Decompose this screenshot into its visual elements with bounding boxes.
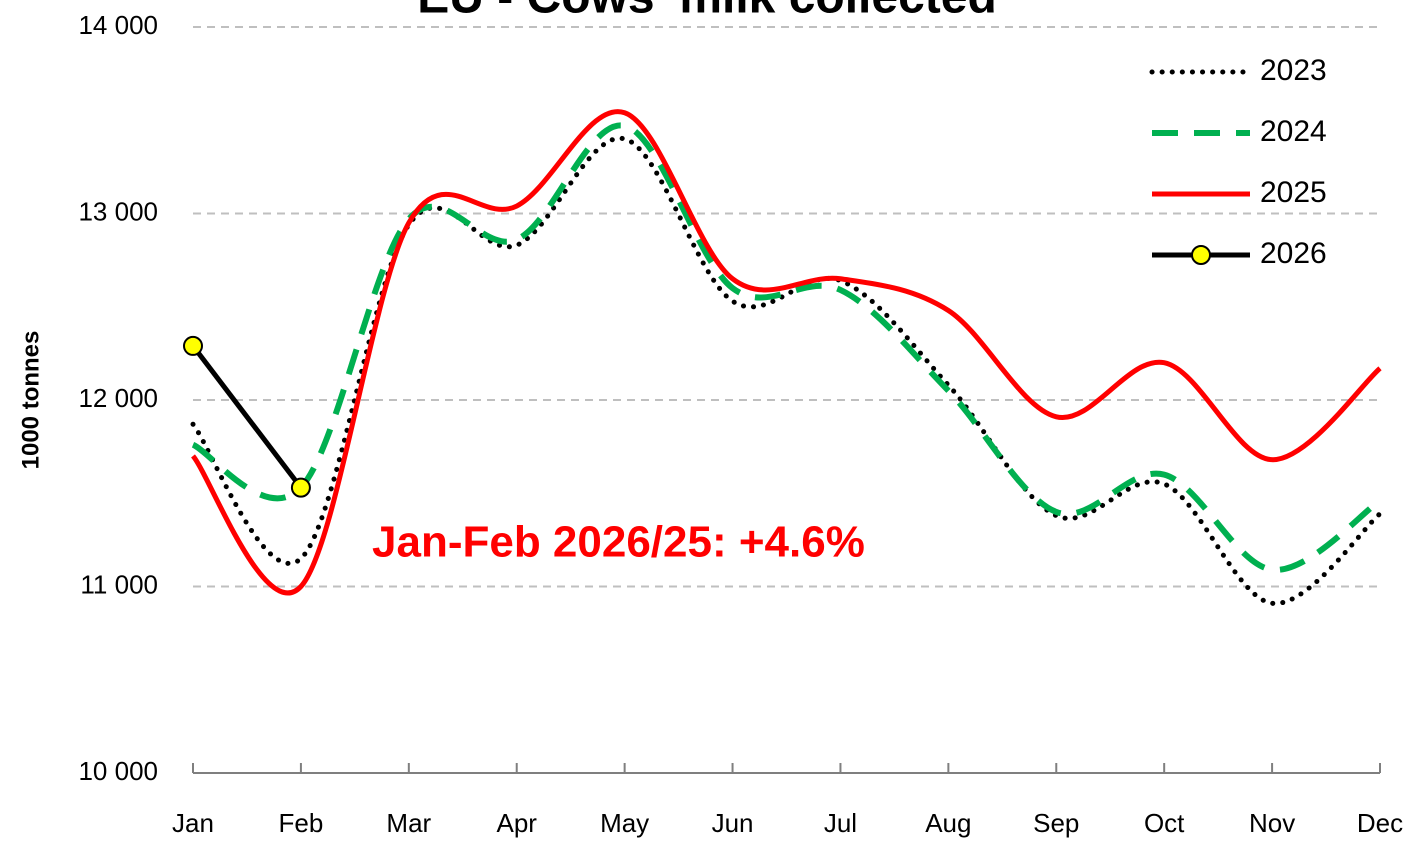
- marker: [183, 335, 203, 356]
- x-tick-label: Aug: [925, 808, 971, 838]
- x-tick-label: Mar: [386, 808, 431, 838]
- x-tick-label: Jun: [712, 808, 754, 838]
- y-axis-label: 1000 tonnes: [17, 331, 44, 470]
- line-series: [191, 122, 1382, 573]
- line-series: [191, 344, 303, 490]
- y-tick-label: 11 000: [80, 569, 158, 599]
- x-tick-label: Jul: [824, 808, 857, 838]
- legend-marker: [1191, 245, 1211, 265]
- x-tick-label: Apr: [496, 808, 537, 838]
- y-tick-label: 12 000: [78, 383, 158, 413]
- x-tick-label: Feb: [279, 808, 324, 838]
- chart-title: EU - Cows' milk collected: [417, 0, 997, 24]
- legend-label: 2024: [1260, 115, 1327, 148]
- line-series: [190, 109, 1382, 596]
- legend-label: 2025: [1260, 176, 1327, 209]
- annotation: Jan-Feb 2026/25: +4.6%: [372, 518, 865, 567]
- x-tick-label: Oct: [1144, 808, 1185, 838]
- x-tick-label: Nov: [1249, 808, 1295, 838]
- legend-label: 2026: [1260, 237, 1327, 270]
- x-tick-label: Jan: [172, 808, 214, 838]
- x-tick-label: Sep: [1033, 808, 1079, 838]
- x-tick-label: May: [600, 808, 649, 838]
- legend-label: 2023: [1260, 54, 1327, 87]
- y-tick-label: 13 000: [78, 196, 158, 226]
- y-tick-label: 10 000: [78, 756, 158, 786]
- y-tick-label: 14 000: [78, 10, 158, 40]
- marker: [290, 477, 311, 498]
- x-tick-label: Dec: [1357, 808, 1403, 838]
- line-series: [190, 136, 1383, 606]
